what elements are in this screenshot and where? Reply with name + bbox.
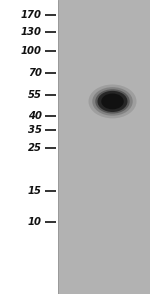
Ellipse shape: [88, 84, 136, 118]
Text: 170: 170: [21, 10, 42, 20]
Ellipse shape: [92, 87, 133, 116]
Text: 35: 35: [28, 125, 42, 135]
Text: 15: 15: [28, 186, 42, 196]
Ellipse shape: [101, 93, 124, 109]
Ellipse shape: [98, 91, 128, 112]
Text: 55: 55: [28, 90, 42, 100]
Text: 100: 100: [21, 46, 42, 56]
Text: 10: 10: [28, 217, 42, 227]
Text: 25: 25: [28, 143, 42, 153]
Ellipse shape: [95, 89, 130, 113]
Text: 40: 40: [28, 111, 42, 121]
Text: 70: 70: [28, 68, 42, 78]
Text: 130: 130: [21, 27, 42, 37]
Bar: [58, 0, 150, 294]
